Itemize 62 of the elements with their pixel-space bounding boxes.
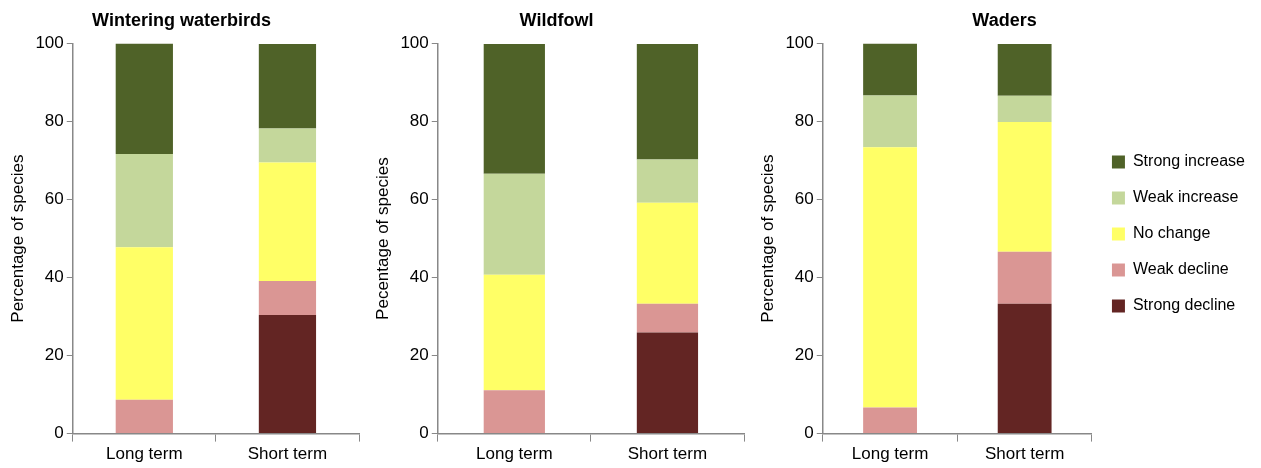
- bar: [863, 43, 917, 96]
- x-tick-label: Long term: [106, 444, 183, 464]
- bar: [258, 315, 317, 434]
- legend-label: Strong decline: [1132, 296, 1236, 314]
- x-tick-label: Long term: [476, 444, 553, 464]
- y-tick-label: 0: [54, 423, 64, 443]
- y-tick-label: 60: [44, 189, 64, 209]
- x-tick-label: Short term: [984, 444, 1065, 464]
- bar: [483, 390, 545, 434]
- bar: [115, 153, 173, 248]
- y-tick-label: 80: [794, 111, 814, 131]
- bar: [115, 399, 173, 434]
- bar: [997, 121, 1052, 252]
- bar: [483, 173, 545, 275]
- bar: [636, 202, 699, 304]
- bar: [997, 95, 1052, 122]
- x-tick-label: Short term: [247, 444, 328, 464]
- y-axis-title: Pecentage of species: [372, 157, 392, 320]
- y-tick-label: 20: [44, 345, 64, 365]
- bar: [636, 303, 699, 333]
- y-axis-title: Percentage of species: [757, 154, 777, 323]
- bar: [636, 332, 699, 434]
- x-tick-label: Short term: [627, 444, 708, 464]
- legend-label: No change: [1132, 224, 1211, 242]
- y-tick-label: 100: [400, 33, 429, 53]
- y-tick-label: 60: [409, 189, 429, 209]
- y-tick-label: 60: [794, 189, 814, 209]
- y-tick-label: 20: [794, 345, 814, 365]
- bar: [997, 43, 1052, 96]
- bar: [483, 274, 545, 391]
- y-tick-label: 40: [409, 267, 429, 287]
- y-tick-label: 80: [409, 111, 429, 131]
- y-tick-label: 100: [35, 33, 64, 53]
- bar: [258, 128, 317, 163]
- legend-label: Weak increase: [1132, 188, 1239, 206]
- bar: [863, 147, 917, 408]
- bar: [115, 43, 173, 154]
- x-tick-label: Long term: [851, 444, 929, 464]
- legend-label: Weak decline: [1132, 260, 1229, 278]
- bar: [483, 43, 545, 174]
- y-tick-label: 0: [804, 423, 814, 443]
- y-tick-label: 20: [409, 345, 429, 365]
- bar: [863, 407, 917, 434]
- y-tick-label: 40: [44, 267, 64, 287]
- chart-title: Wildfowl: [519, 9, 594, 30]
- y-tick-label: 40: [794, 267, 814, 287]
- bar: [997, 303, 1052, 434]
- bar: [636, 159, 699, 203]
- chart-title: Wintering waterbirds: [92, 9, 271, 30]
- chart-title: Waders: [972, 9, 1037, 30]
- bar: [258, 162, 317, 282]
- y-axis-title: Percentage of species: [7, 154, 27, 323]
- bar: [997, 251, 1052, 304]
- bar: [636, 43, 699, 160]
- legend-label: Strong increase: [1132, 152, 1246, 170]
- bar: [863, 95, 917, 148]
- y-tick-label: 80: [44, 111, 64, 131]
- bar: [115, 247, 173, 400]
- y-tick-label: 100: [785, 33, 814, 53]
- bar: [258, 281, 317, 316]
- y-tick-label: 0: [419, 423, 429, 443]
- bar: [258, 43, 317, 129]
